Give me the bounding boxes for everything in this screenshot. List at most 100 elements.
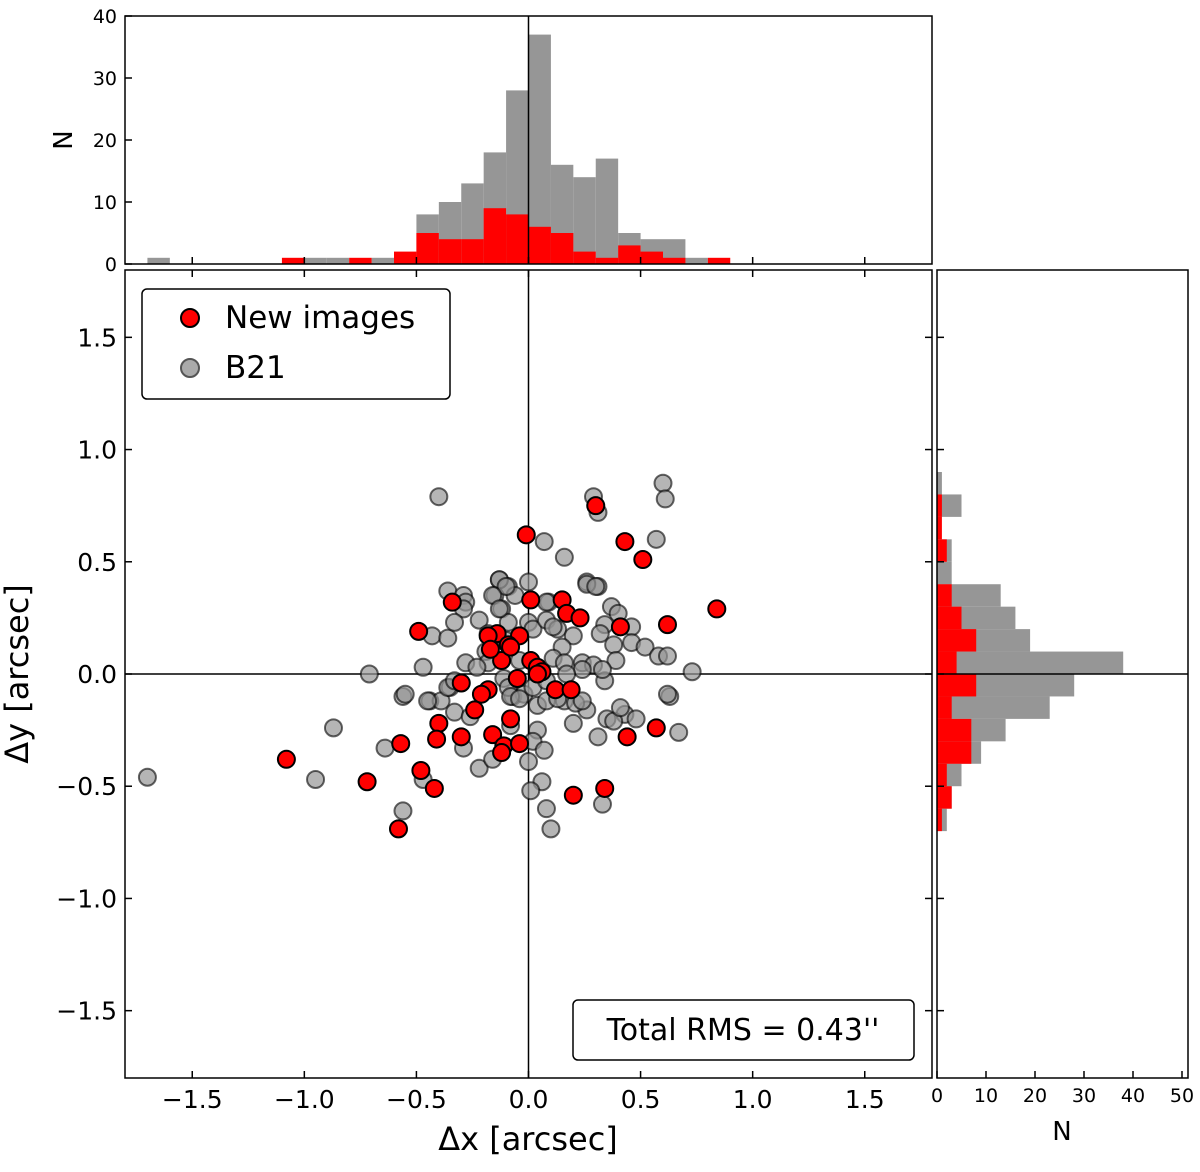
- new-images-hist-bar: [663, 257, 686, 264]
- b21-point: [519, 572, 538, 592]
- new-image-point: [391, 734, 411, 754]
- b21-point: [498, 612, 518, 632]
- x-tick-label: 0.0: [509, 1085, 549, 1114]
- b21-point: [519, 752, 538, 772]
- b21-point: [606, 651, 626, 671]
- new-image-point: [615, 532, 635, 552]
- new-image-point: [501, 637, 521, 657]
- right-hist-x-tick-label: 30: [1072, 1085, 1096, 1107]
- new-image-point: [561, 680, 581, 700]
- y-tick-label: −0.5: [56, 772, 117, 801]
- b21-point: [469, 610, 489, 630]
- y-tick-label: 0.0: [77, 660, 117, 689]
- x-tick-label: −1.5: [162, 1085, 223, 1114]
- new-images-hist-bar: [937, 651, 957, 674]
- b21-point: [586, 576, 606, 596]
- new-image-point: [563, 785, 583, 805]
- right-hist-x-tick-label: 40: [1121, 1085, 1145, 1107]
- x-tick-label: 1.5: [845, 1085, 885, 1114]
- y-tick-label: −1.5: [56, 997, 117, 1026]
- new-image-point: [465, 700, 485, 720]
- top-hist-y-label: N: [49, 130, 79, 149]
- new-image-point: [610, 617, 630, 637]
- new-image-point: [492, 743, 512, 763]
- b21-point: [610, 698, 630, 718]
- b21-point: [646, 529, 666, 549]
- new-image-point: [657, 615, 677, 635]
- b21-point: [655, 489, 675, 509]
- b21-point: [467, 657, 487, 677]
- new-images-hist-bar: [937, 786, 952, 809]
- y-tick-label: 1.0: [77, 436, 117, 465]
- main-scatter-plot: −1.5 −1.0 −0.5 0.0 0.5 1.0 1.5 −1.5 −1.0 −0.5 0.0 0…: [56, 269, 933, 1114]
- b21-hist-bar: [937, 584, 1001, 607]
- rms-box: [572, 999, 915, 1061]
- new-images-hist-bar: [937, 494, 942, 517]
- new-image-point: [545, 680, 565, 700]
- b21-point: [534, 740, 554, 760]
- x-tick-label: 0.5: [621, 1085, 661, 1114]
- b21-point: [521, 781, 541, 801]
- b21-hist-bar: [528, 34, 551, 264]
- b21-point: [489, 599, 509, 619]
- new-image-point: [357, 772, 377, 792]
- b21-point: [604, 635, 624, 655]
- b21-point: [393, 801, 413, 821]
- new-image-point: [427, 729, 447, 749]
- b21-hist-bar: [937, 696, 1050, 719]
- b21-point: [510, 689, 530, 709]
- b21-point: [635, 637, 655, 657]
- new-image-point: [570, 608, 590, 628]
- legend-marker-new-images: [180, 308, 200, 328]
- right-hist-x-tick-label: 50: [1170, 1085, 1194, 1107]
- top-hist-y-tick-label: 10: [93, 192, 117, 214]
- new-images-hist-bar: [640, 251, 663, 264]
- new-images-hist-bar: [438, 239, 462, 264]
- new-images-hist-bar: [937, 741, 972, 764]
- y-tick-label: 1.5: [77, 323, 117, 352]
- right-histogram: 0 10 20 30 40 50: [931, 269, 1194, 1107]
- b21-point: [395, 684, 415, 704]
- b21-point: [554, 547, 574, 567]
- b21-point: [496, 576, 516, 596]
- b21-point: [657, 684, 677, 704]
- b21-point: [445, 612, 465, 632]
- b21-point: [375, 738, 395, 758]
- x-tick-label: −0.5: [386, 1085, 447, 1114]
- b21-point: [323, 718, 343, 738]
- new-images-hist-bar: [937, 674, 977, 697]
- new-image-point: [510, 734, 530, 754]
- new-image-point: [451, 727, 471, 747]
- new-images-hist-bar: [506, 214, 529, 264]
- b21-point: [563, 713, 583, 733]
- new-image-point: [586, 496, 606, 516]
- b21-point: [592, 794, 612, 814]
- b21-point: [306, 769, 326, 789]
- new-images-hist-bar: [937, 606, 962, 630]
- b21-point: [563, 626, 583, 646]
- new-image-point: [595, 778, 615, 798]
- rms-annotation: Total RMS = 0.43'': [572, 999, 915, 1061]
- new-images-hist-bar: [281, 257, 305, 264]
- b21-hist-bar: [685, 257, 708, 264]
- b21-point: [572, 691, 592, 711]
- y-axis-label: Δy [arcsec]: [0, 584, 36, 764]
- top-histogram: 0 10 20 30 40: [93, 6, 933, 276]
- new-image-point: [501, 709, 521, 729]
- top-hist-y-tick-label: 20: [93, 130, 117, 152]
- b21-point: [137, 767, 157, 787]
- b21-point: [653, 473, 673, 493]
- b21-point: [590, 624, 610, 644]
- new-image-point: [451, 673, 471, 693]
- b21-hist-bar: [937, 494, 962, 517]
- rms-text: Total RMS = 0.43'': [606, 1013, 880, 1048]
- b21-point: [429, 487, 449, 507]
- top-hist-y-tick-label: 0: [105, 254, 117, 276]
- b21-hist-bar: [147, 257, 170, 264]
- new-image-point: [646, 718, 666, 738]
- b21-point: [541, 819, 561, 839]
- new-image-point: [480, 639, 500, 659]
- b21-hist-bar: [304, 257, 327, 264]
- x-axis-label: Δx [arcsec]: [438, 1120, 618, 1158]
